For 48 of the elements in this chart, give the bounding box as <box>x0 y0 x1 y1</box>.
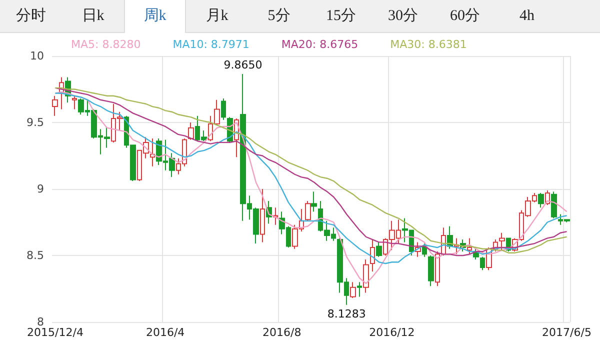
candlestick <box>260 188 265 243</box>
candlestick <box>305 200 311 222</box>
x-tick-label: 2017/6/5 <box>542 326 592 339</box>
candlestick <box>221 98 226 120</box>
text: 60分 <box>449 7 481 26</box>
text: 月k <box>204 7 230 26</box>
text: 15分 <box>325 7 357 26</box>
candlestick <box>428 255 434 287</box>
text: 5分 <box>266 7 292 26</box>
annotation: 9.8650 <box>224 58 262 72</box>
x-tick-label: 2015/12/4 <box>27 326 84 339</box>
text: 周k <box>124 0 186 33</box>
text: 30分 <box>387 7 419 26</box>
candlestick <box>370 239 375 272</box>
x-tick-label: 2016/12 <box>369 326 415 339</box>
x-tick-label: 2016/8 <box>262 326 302 339</box>
text: MA10: 8.7971 <box>172 38 250 51</box>
candlestick <box>454 238 459 255</box>
y-tick-label: 8 <box>37 316 44 328</box>
text: MA5: 8.8280 <box>71 38 141 51</box>
text: 4h <box>518 7 536 26</box>
text: 日k <box>80 7 106 26</box>
y-tick-label: 9.5 <box>26 116 44 129</box>
text: MA20: 8.6765 <box>281 38 358 51</box>
text: 分时 <box>15 6 47 26</box>
candlestick <box>376 242 382 258</box>
x-tick-label: 2016/4 <box>146 326 185 339</box>
candlestick <box>52 95 58 116</box>
y-tick-label: 8.5 <box>26 249 44 262</box>
candlestick <box>435 251 440 287</box>
candlestick <box>311 191 317 212</box>
candlestick <box>350 282 356 299</box>
candlestick <box>150 138 155 167</box>
candlestick <box>72 95 77 110</box>
candlestick <box>188 122 194 140</box>
candlestick <box>499 232 505 251</box>
candlestick <box>208 115 213 142</box>
annotation: 8.1283 <box>327 307 366 320</box>
candlestick <box>551 191 557 219</box>
candlestick <box>480 256 485 271</box>
candlestick <box>467 238 472 255</box>
candlestick <box>357 282 362 298</box>
candlestick <box>363 258 369 294</box>
candlestick <box>214 99 220 126</box>
y-tick-label: 9 <box>37 182 44 196</box>
y-tick-label: 10 <box>30 50 44 62</box>
candlestick <box>538 192 544 208</box>
text: MA30: 8.6381 <box>390 38 467 51</box>
